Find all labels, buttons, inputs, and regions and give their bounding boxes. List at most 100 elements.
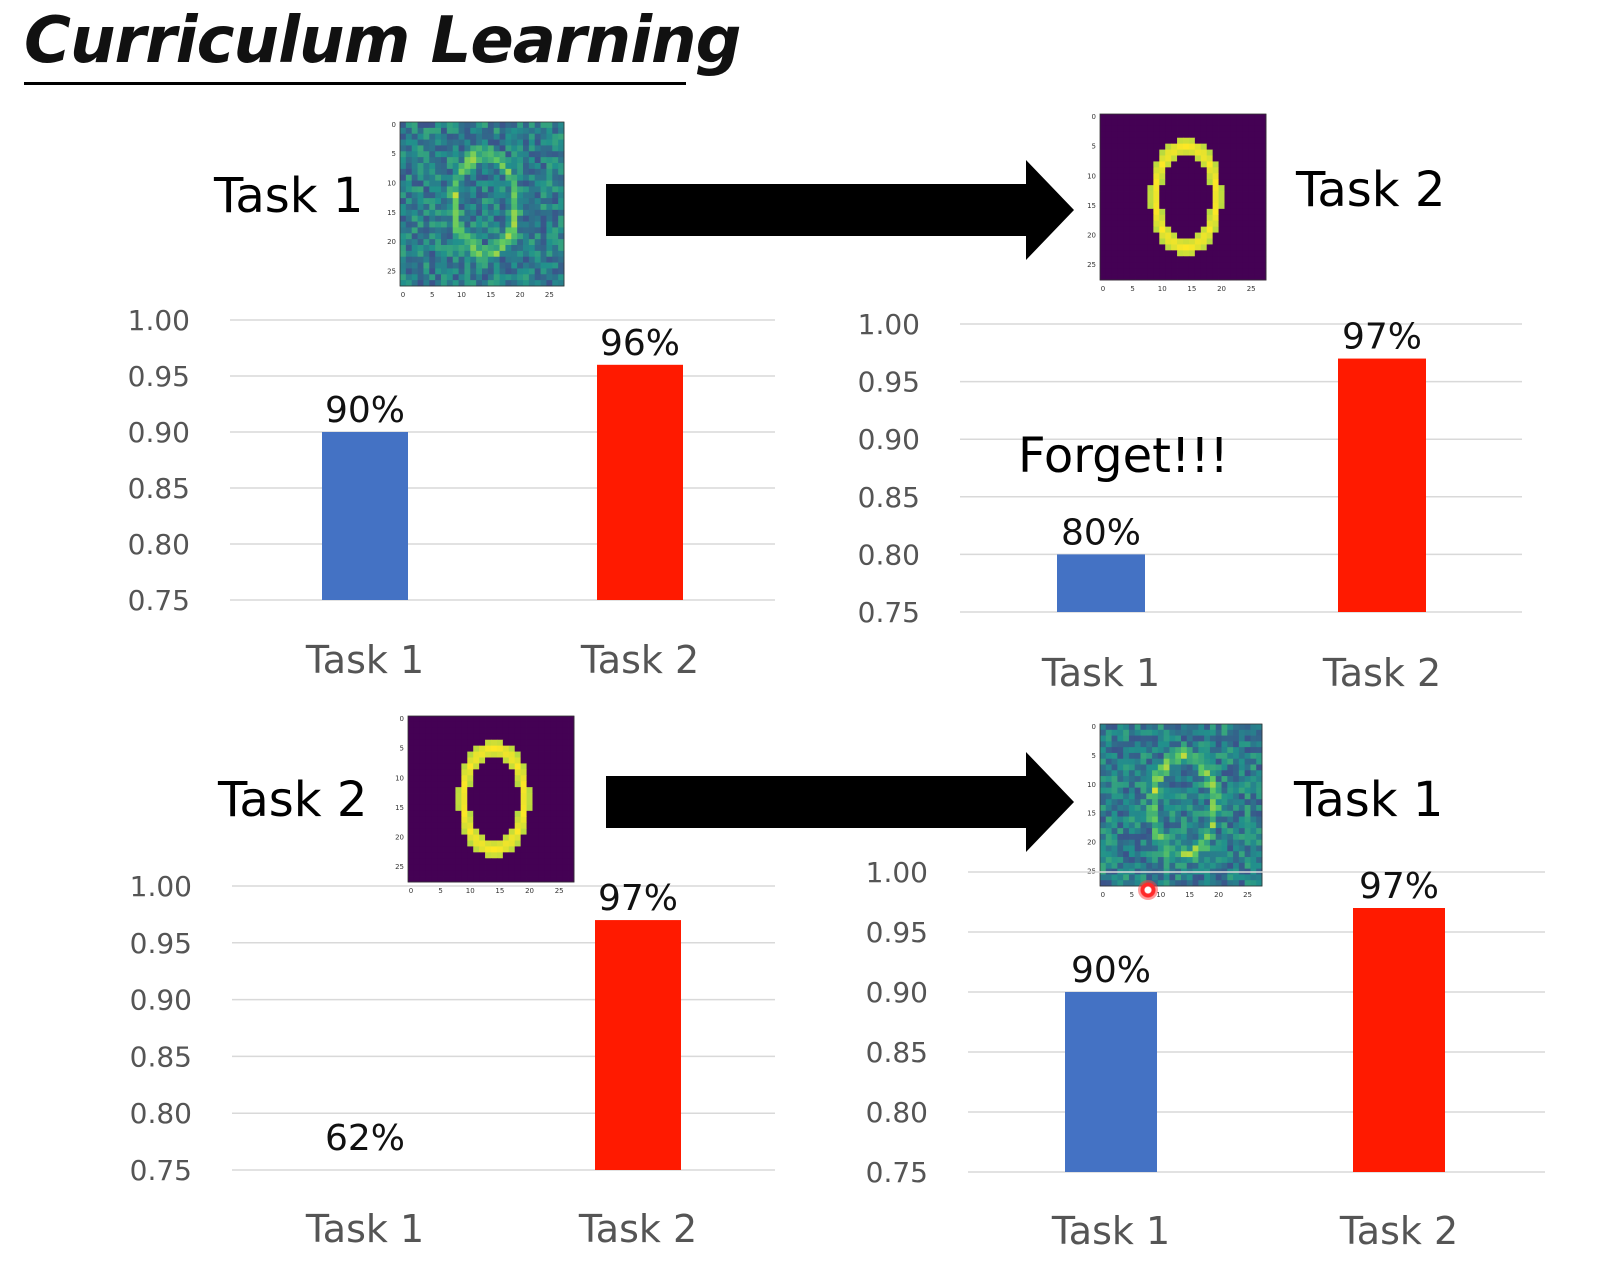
y-tick-label: 0.80: [128, 528, 190, 561]
title-underline: [24, 82, 686, 85]
y-tick-label: 1.00: [866, 856, 928, 889]
y-tick-label: 0.85: [858, 481, 920, 514]
bar-task-2: [597, 364, 683, 600]
image-y-tick: 10: [387, 180, 396, 188]
y-tick-label: 0.80: [130, 1097, 192, 1130]
data-label: 96%: [600, 323, 680, 364]
data-label: 90%: [1071, 950, 1151, 991]
image-x-tick: 10: [1156, 891, 1165, 898]
bottom-right-task-label: Task 1: [1294, 772, 1444, 828]
image-x-tick: 0: [1101, 285, 1105, 292]
y-tick-label: 0.85: [866, 1036, 928, 1069]
image-y-tick: 20: [1087, 839, 1096, 847]
image-y-tick: 25: [1087, 261, 1096, 269]
slide-title: Curriculum Learning: [24, 4, 741, 78]
image-y-tick: 25: [387, 267, 396, 275]
image-x-tick: 0: [409, 887, 413, 894]
image-x-tick: 15: [1185, 891, 1194, 898]
y-tick-label: 0.75: [130, 1154, 192, 1187]
image-x-tick: 5: [1130, 285, 1134, 292]
chart-svg: 1.00 0.95 0.90 0.85 0.80 0.75 90% Task 1 96% Task…: [128, 304, 775, 682]
image-y-tick: 5: [1092, 143, 1096, 151]
image-x-tick: 5: [438, 887, 442, 894]
image-y-tick: 0: [1092, 113, 1096, 121]
x-category-label: Task 1: [1041, 651, 1160, 695]
image-x-tick: 0: [1101, 891, 1105, 898]
chart-svg: 1.00 0.95 0.90 0.85 0.80 0.75 62% Task 1 97% Task…: [130, 870, 775, 1251]
x-category-label: Task 1: [305, 1207, 424, 1251]
x-category-label: Task 2: [1322, 651, 1441, 695]
y-tick-label: 0.80: [858, 538, 920, 571]
x-category-label: Task 1: [305, 638, 424, 682]
image-y-tick: 15: [387, 209, 396, 217]
y-tick-label: 0.95: [858, 366, 920, 399]
y-tick-label: 0.75: [128, 584, 190, 617]
clean-digit-image: 0 0 5 5 10 10 15 15 20 20 25 25: [392, 706, 580, 898]
image-y-tick: 15: [395, 804, 404, 812]
image-y-tick: 5: [392, 150, 396, 158]
bar-task-2: [1353, 908, 1445, 1172]
image-x-tick: 25: [1243, 891, 1252, 898]
y-tick-label: 0.75: [858, 596, 920, 629]
chart-svg: 1.00 0.95 0.90 0.85 0.80 0.75 80% Task 1 97% Task…: [858, 308, 1522, 695]
image-y-tick: 20: [387, 238, 396, 246]
data-label: 62%: [325, 1118, 405, 1159]
image-y-tick: 20: [395, 834, 404, 842]
top-left-task-label: Task 1: [214, 168, 364, 224]
image-x-tick: 5: [430, 291, 434, 298]
y-tick-label: 0.90: [130, 984, 192, 1017]
y-tick-label: 0.75: [866, 1156, 928, 1189]
bar-task-1: [322, 432, 408, 600]
bar-chart-top-right: 1.00 0.95 0.90 0.85 0.80 0.75 80% Task 1 97% Task…: [850, 305, 1530, 710]
image-x-tick: 15: [495, 887, 504, 894]
y-tick-label: 1.00: [130, 870, 192, 903]
y-tick-label: 0.95: [866, 916, 928, 949]
image-x-tick: 20: [1217, 285, 1226, 292]
image-y-tick: 0: [400, 715, 404, 723]
bar-task-2: [1338, 358, 1426, 612]
image-x-tick: 20: [1214, 891, 1223, 898]
image-x-tick: 25: [545, 291, 554, 298]
bottom-left-task-label: Task 2: [218, 772, 368, 828]
data-label: 97%: [1342, 317, 1422, 358]
y-tick-label: 1.00: [128, 304, 190, 337]
y-tick-label: 0.80: [866, 1096, 928, 1129]
image-x-tick: 10: [466, 887, 475, 894]
image-y-tick: 5: [1092, 752, 1096, 760]
image-y-tick: 15: [1087, 202, 1096, 210]
right-arrow-icon: [606, 160, 1074, 260]
y-tick-label: 1.00: [858, 308, 920, 341]
y-tick-label: 0.90: [858, 423, 920, 456]
y-tick-label: 0.90: [866, 976, 928, 1009]
bar-chart-bottom-right: 1.00 0.95 0.90 0.85 0.80 0.75 90% Task 1 97% Task…: [850, 850, 1550, 1268]
y-tick-label: 0.85: [128, 472, 190, 505]
data-label: 80%: [1061, 512, 1141, 553]
image-x-tick: 15: [1187, 285, 1196, 292]
image-x-tick: 15: [486, 291, 495, 298]
x-category-label: Task 2: [580, 638, 699, 682]
data-label: 90%: [325, 390, 405, 431]
bar-task-2: [595, 920, 681, 1170]
image-y-tick: 15: [1087, 810, 1096, 818]
image-y-tick: 25: [395, 863, 404, 871]
image-x-tick: 25: [1247, 285, 1256, 292]
noisy-digit-image: 0 0 5 5 10 10 15 15 20 20 25 25: [384, 112, 570, 302]
bar-chart-bottom-left: 1.00 0.95 0.90 0.85 0.80 0.75 62% Task 1 97% Task…: [120, 866, 780, 1266]
y-tick-label: 0.90: [128, 416, 190, 449]
image-y-tick: 10: [1087, 172, 1096, 180]
image-x-tick: 10: [457, 291, 466, 298]
bar-task-1: [1065, 992, 1157, 1172]
x-category-label: Task 2: [578, 1207, 697, 1251]
cursor-pointer-icon: [1138, 880, 1158, 900]
image-x-tick: 0: [401, 291, 405, 298]
image-y-tick: 5: [400, 745, 404, 753]
top-right-task-label: Task 2: [1296, 162, 1446, 218]
x-category-label: Task 1: [1051, 1209, 1170, 1253]
right-arrow-icon: [606, 752, 1074, 852]
data-label: 97%: [1359, 866, 1439, 907]
image-y-tick: 0: [392, 121, 396, 129]
chart-svg: 1.00 0.95 0.90 0.85 0.80 0.75 90% Task 1 97% Task…: [866, 856, 1545, 1253]
image-y-tick: 0: [1092, 723, 1096, 731]
clean-digit-image: 0 0 5 5 10 10 15 15 20 20 25 25: [1084, 104, 1272, 296]
image-y-tick: 10: [1087, 781, 1096, 789]
